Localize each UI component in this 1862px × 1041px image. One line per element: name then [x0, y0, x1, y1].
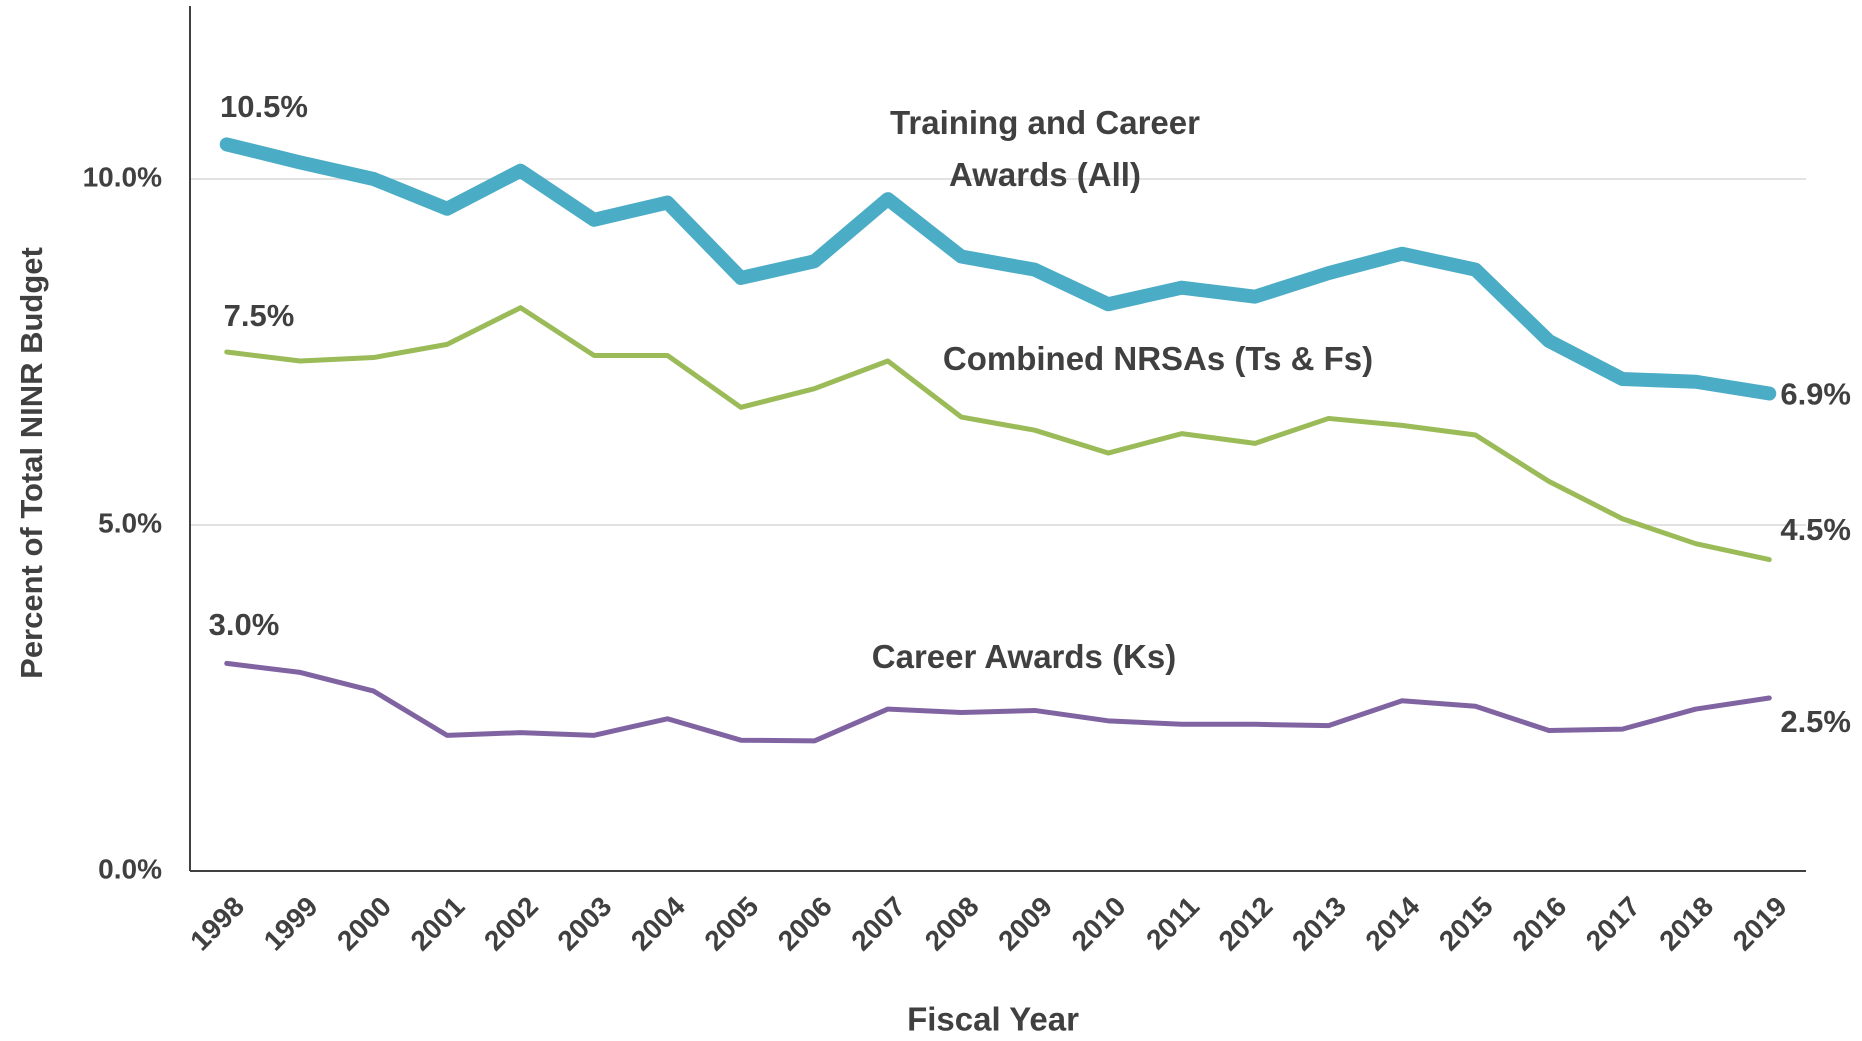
value-label: 4.5% [1780, 512, 1851, 547]
value-label: 6.9% [1780, 377, 1851, 412]
x-tick-label: 2004 [625, 890, 691, 956]
series-line [219, 137, 1777, 401]
x-tick-label: 2003 [551, 891, 617, 957]
x-tick-label: 2001 [405, 891, 471, 957]
x-tick-label: 2000 [331, 891, 397, 957]
x-tick-label: 2006 [772, 891, 838, 957]
x-tick-label: 2016 [1506, 891, 1572, 957]
value-label: 3.0% [209, 607, 280, 642]
y-tick-label: 0.0% [98, 853, 162, 884]
x-tick-label: 2014 [1359, 890, 1425, 956]
value-label: 10.5% [220, 89, 308, 124]
value-label: 7.5% [224, 298, 295, 333]
x-tick-label: 2005 [698, 891, 764, 957]
series-line [224, 660, 1772, 744]
x-tick-label: 2019 [1727, 891, 1793, 957]
series-label: Career Awards (Ks) [871, 638, 1177, 675]
series-line [224, 305, 1772, 563]
x-tick-label: 2007 [845, 891, 911, 957]
x-tick-label: 2013 [1286, 891, 1352, 957]
x-tick-label: 2015 [1433, 891, 1499, 957]
x-tick-label: 2011 [1140, 891, 1205, 956]
x-tick-label: 1998 [184, 891, 250, 957]
x-tick-label: 2012 [1213, 891, 1279, 957]
x-tick-label: 2010 [1066, 891, 1132, 957]
series-label: Training and Career Awards (All) [890, 104, 1200, 193]
x-tick-label: 2002 [478, 891, 544, 957]
x-axis-title: Fiscal Year [907, 1001, 1079, 1038]
y-tick-label: 10.0% [83, 161, 162, 192]
series-label: Combined NRSAs (Ts & Fs) [942, 340, 1374, 377]
y-tick-label: 5.0% [98, 507, 162, 538]
x-tick-label: 2008 [919, 891, 985, 957]
x-tick-label: 2018 [1653, 891, 1719, 957]
x-tick-label: 2009 [992, 891, 1058, 957]
y-axis-title: Percent of Total NINR Budget [14, 247, 49, 679]
value-label: 2.5% [1780, 704, 1851, 739]
x-tick-label: 1999 [258, 891, 324, 957]
x-tick-label: 2017 [1580, 891, 1646, 957]
